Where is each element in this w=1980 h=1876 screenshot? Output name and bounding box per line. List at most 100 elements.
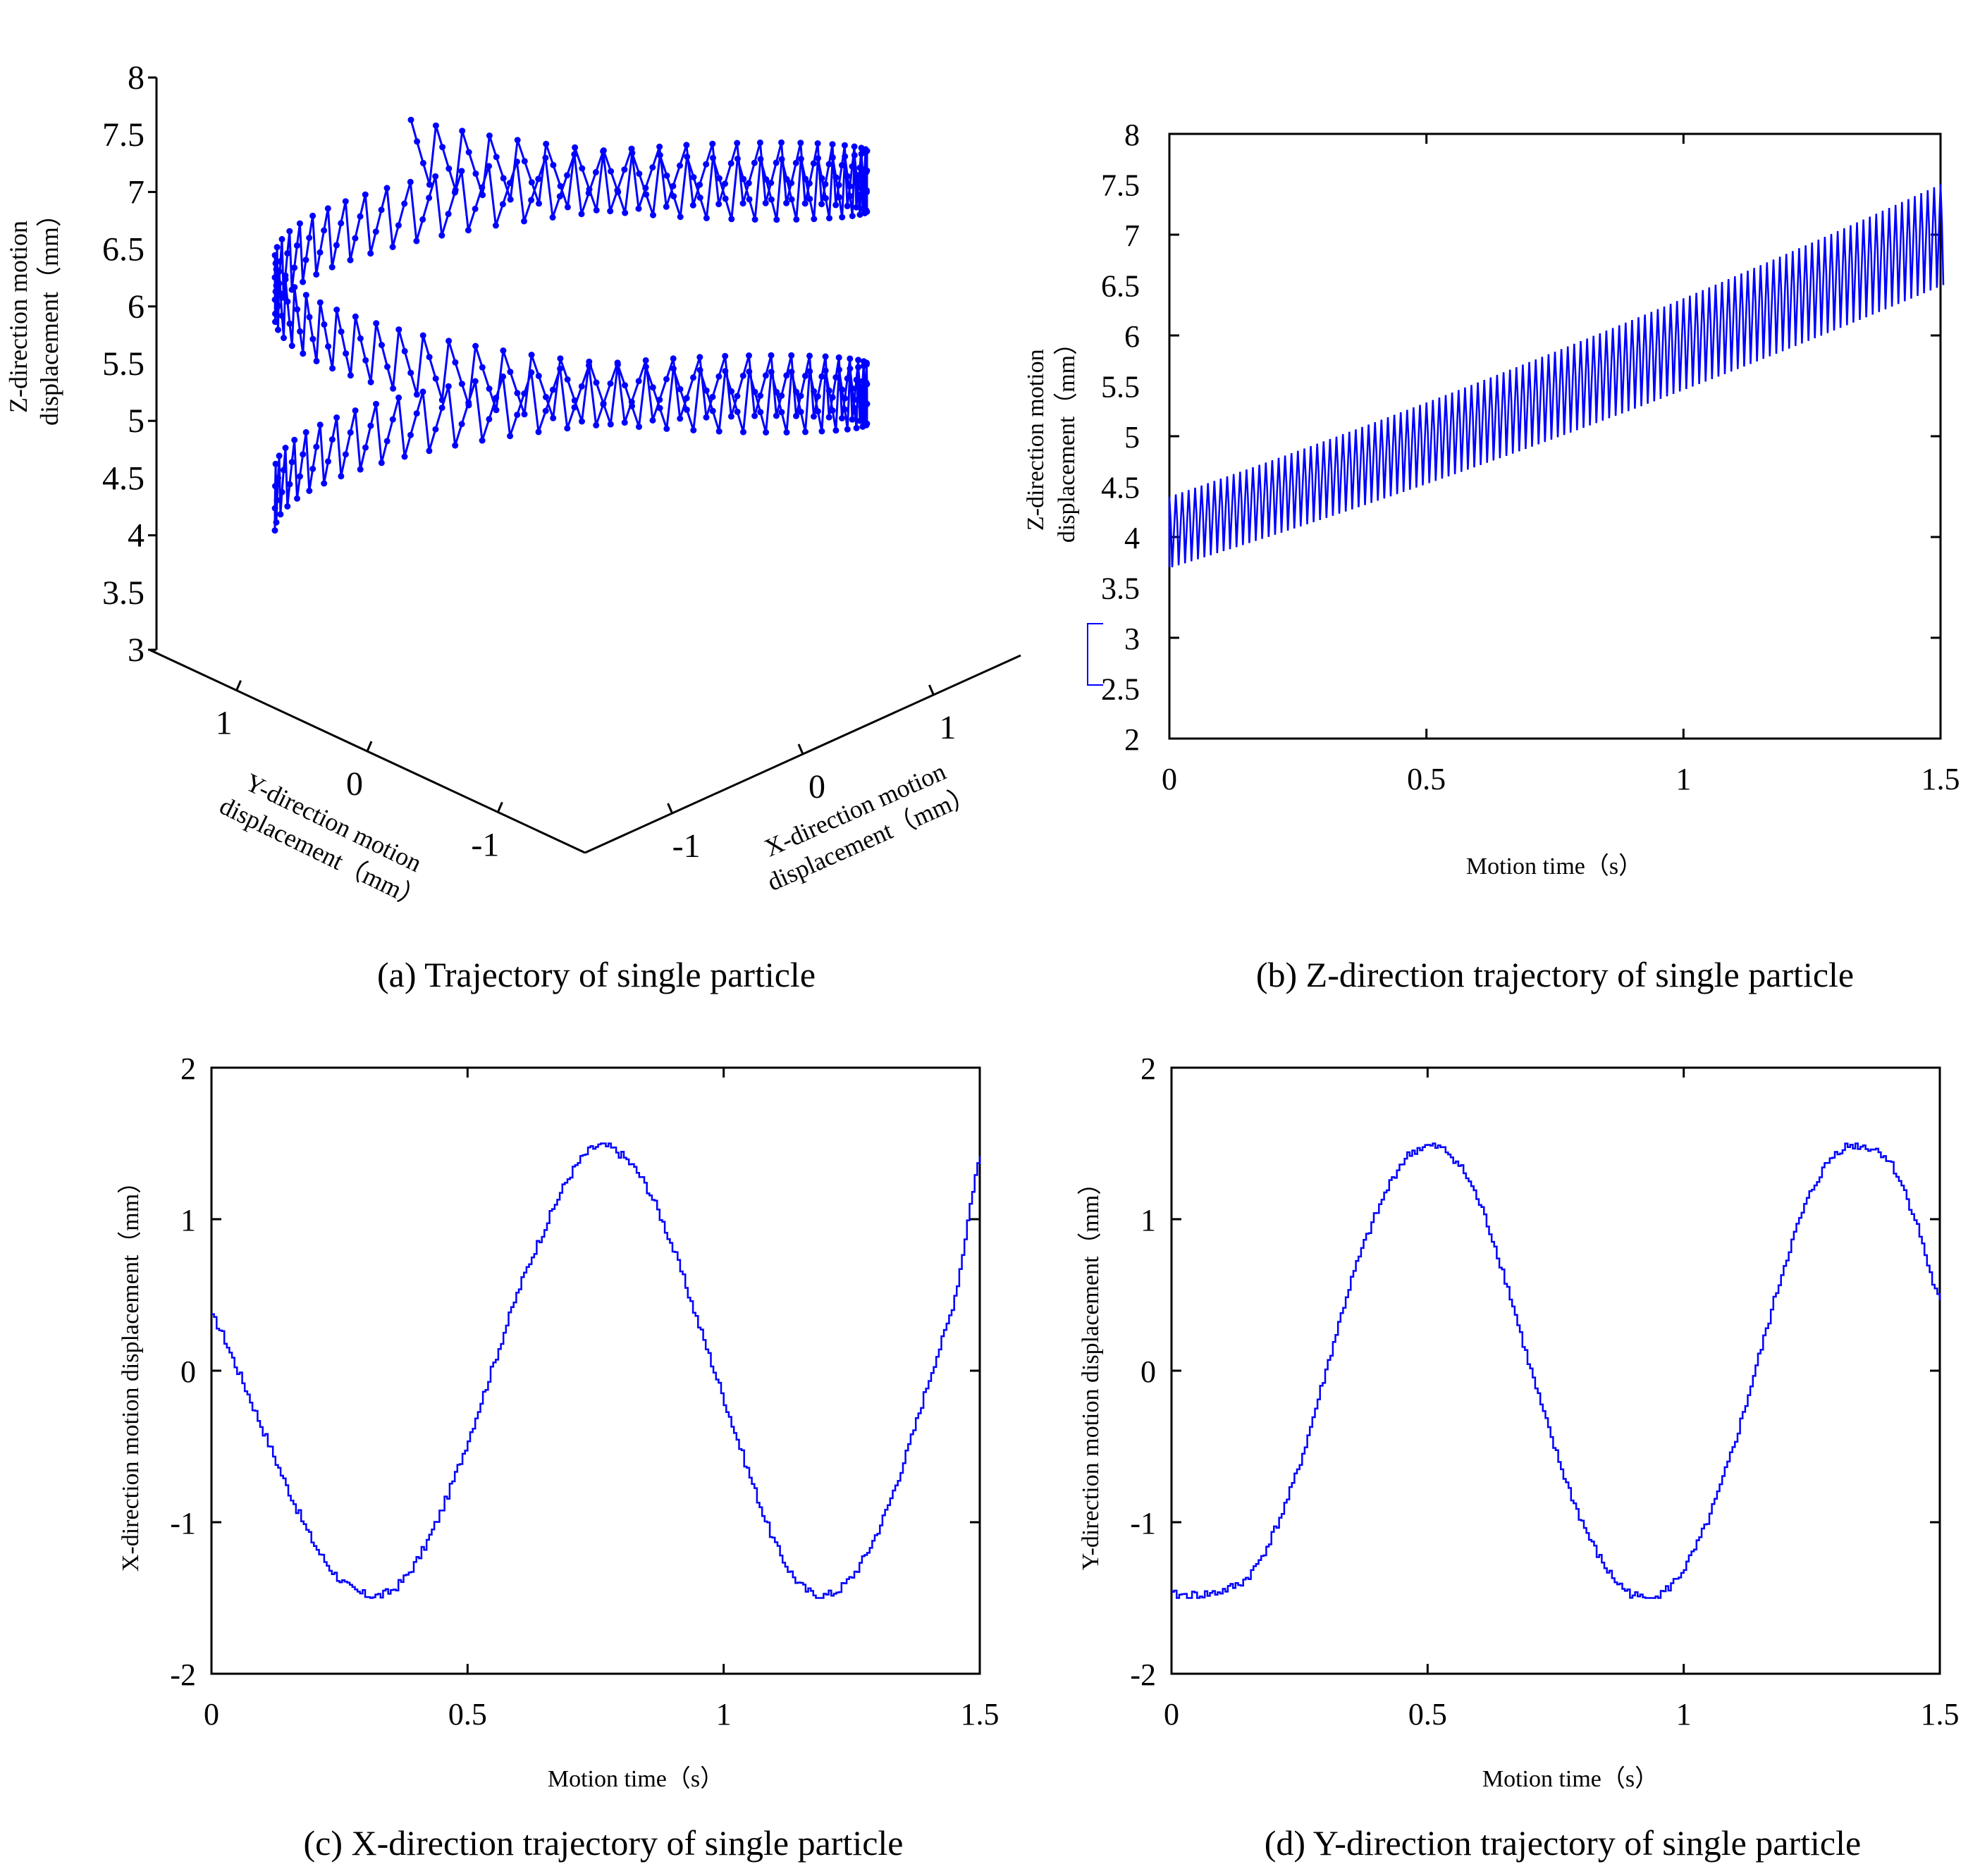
trajectory-point <box>751 159 758 166</box>
trajectory-point <box>822 367 829 374</box>
trajectory-point <box>858 403 865 410</box>
trajectory-point <box>492 222 499 229</box>
trajectory-point <box>773 412 780 419</box>
trajectory-point <box>362 357 369 364</box>
trajectory-point <box>426 195 433 202</box>
trajectory-point <box>280 294 287 301</box>
trajectory-point <box>493 154 500 161</box>
trajectory-point <box>839 386 846 393</box>
trajectory-point <box>288 459 295 466</box>
trajectory-point <box>542 154 549 161</box>
trajectory-point <box>272 260 279 267</box>
trajectory-point <box>746 352 752 359</box>
trajectory-point <box>401 347 408 354</box>
x-tick-label: 1.5 <box>1921 762 1960 796</box>
trajectory-point <box>797 156 804 162</box>
trajectory-point <box>829 407 836 414</box>
trajectory-point <box>844 375 851 382</box>
z-tick-label: 8 <box>128 59 144 97</box>
panel-a-3d-trajectory: 8 7.5 7 6.5 6 5.5 5 4.5 4 3.5 3 1 0 -1 1 0 -1 Z-direct… <box>4 59 1021 994</box>
trajectory-point <box>321 321 328 328</box>
trajectory-point <box>842 406 849 413</box>
trajectory-point <box>300 451 307 458</box>
trajectory-point <box>734 393 741 400</box>
trajectory-point <box>297 473 303 480</box>
trajectory-point <box>773 388 780 395</box>
trajectory-point <box>745 180 752 187</box>
trajectory-point <box>432 173 439 180</box>
z-tick-label: 6.5 <box>102 231 144 269</box>
trajectory-point <box>649 417 656 424</box>
trajectory-point <box>832 202 840 209</box>
z-tick-label: 6 <box>128 288 144 326</box>
caption-b: (b) Z-direction trajectory of single par… <box>1256 955 1854 994</box>
trajectory-point <box>564 172 570 179</box>
trajectory-point <box>272 319 278 326</box>
caption-d: (d) Y-direction trajectory of single par… <box>1265 1823 1861 1863</box>
z-tick-label: 7 <box>128 173 144 211</box>
trajectory-point <box>419 388 426 395</box>
trajectory-point <box>703 161 710 168</box>
trajectory-point <box>479 184 486 191</box>
trajectory-point <box>521 390 528 397</box>
trajectory-point <box>811 413 817 420</box>
trajectory-point <box>452 442 459 449</box>
trajectory-point <box>564 204 571 211</box>
trajectory-point <box>734 140 741 147</box>
y-tick-label: 7.5 <box>1101 168 1140 203</box>
trajectory-point <box>835 182 842 189</box>
trajectory-point <box>465 227 472 234</box>
trajectory-point <box>507 196 514 203</box>
trajectory-point <box>338 220 345 227</box>
trajectory-point <box>642 185 649 192</box>
trajectory-point <box>825 414 832 421</box>
trajectory-point <box>778 139 785 146</box>
trajectory-point <box>347 429 354 436</box>
z-tick-label: 5.5 <box>102 345 144 383</box>
trajectory-point <box>683 395 690 402</box>
y-tick-label: 1 <box>216 705 233 742</box>
trajectory-point <box>751 216 758 223</box>
c-x-axis-label: Motion time（s） <box>548 1765 724 1792</box>
trajectory-point <box>656 143 663 150</box>
trajectory-point <box>792 159 799 166</box>
trajectory-point <box>829 154 836 161</box>
trajectory-point <box>579 165 586 172</box>
trajectory-point <box>861 382 868 389</box>
y-tick-label: 1 <box>180 1203 196 1238</box>
trajectory-point <box>788 180 795 187</box>
trajectory-point <box>407 178 414 185</box>
trajectory-point <box>586 186 593 193</box>
trajectory-point <box>600 400 607 407</box>
trajectory-point <box>390 385 397 392</box>
trajectory-point <box>439 144 446 151</box>
trajectory-point <box>757 156 764 163</box>
trajectory-point <box>806 195 813 202</box>
y-tick-label: 1 <box>1140 1203 1156 1238</box>
trajectory-point <box>458 381 465 388</box>
trajectory-point <box>793 388 800 395</box>
trajectory-point <box>670 193 677 199</box>
trajectory-point <box>649 384 656 391</box>
trajectory-point <box>293 242 300 249</box>
trajectory-point <box>696 354 703 361</box>
trajectory-point <box>313 357 320 364</box>
trajectory-point <box>814 393 821 400</box>
trajectory-point <box>607 421 614 428</box>
trajectory-point <box>438 397 445 404</box>
trajectory-point <box>593 206 600 214</box>
y-tick-label: 2 <box>1140 1051 1156 1086</box>
trajectory-point <box>414 138 421 145</box>
trajectory-point <box>832 374 840 381</box>
trajectory-point <box>690 427 697 433</box>
trajectory-point <box>825 161 832 168</box>
trajectory-point <box>284 503 291 510</box>
trajectory-point <box>851 405 858 412</box>
trajectory-point <box>426 448 433 455</box>
trajectory-point <box>309 335 316 343</box>
trajectory-point <box>849 385 856 392</box>
trajectory-point <box>829 141 836 148</box>
trajectory-point <box>325 343 332 350</box>
trajectory-point <box>841 142 848 149</box>
trajectory-point <box>793 216 800 223</box>
